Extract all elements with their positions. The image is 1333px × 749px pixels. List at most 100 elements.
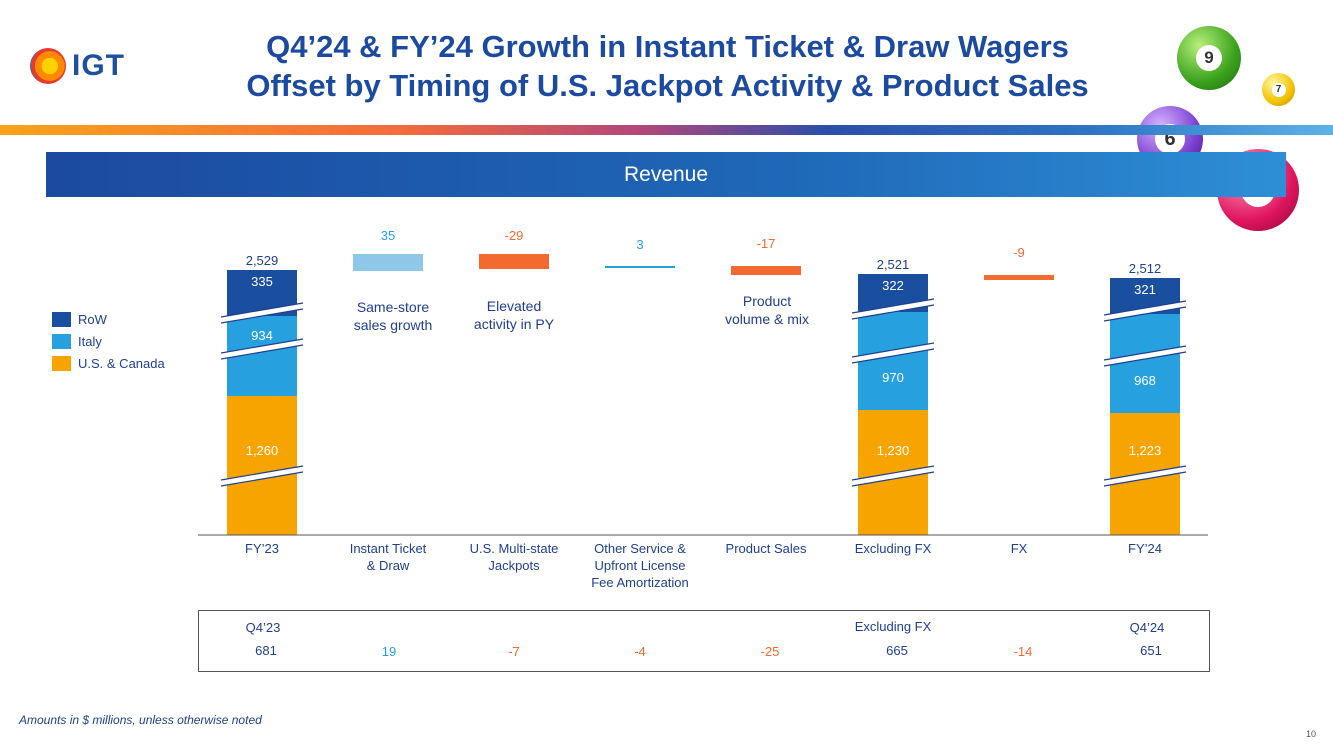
axis-break-base [852, 466, 934, 486]
table-value: -7 [508, 644, 520, 659]
annotation-line: Same-store [356, 299, 430, 315]
table-header: Q4’24 [1129, 620, 1165, 635]
x-tick-label: Instant Ticket [350, 541, 427, 556]
igt-logo-mark [30, 48, 66, 84]
x-tick-label: Fee Amortization [591, 575, 689, 590]
table-value: -25 [760, 644, 780, 659]
table-value: -14 [1013, 644, 1033, 659]
table-value: 19 [381, 644, 397, 659]
axis-break-italy-line [220, 338, 304, 354]
x-tick-label: Upfront License [594, 558, 685, 573]
axis-break-italy-line [851, 348, 935, 364]
header-divider-stripe [0, 125, 1333, 135]
axis-break-row-line [220, 308, 304, 324]
axis-break-row [221, 303, 303, 323]
total-label: 2,521 [877, 257, 910, 272]
axis-break-italy [852, 343, 934, 363]
footnote: Amounts in $ millions, unless otherwise … [19, 713, 262, 727]
x-tick-label: U.S. Multi-state [470, 541, 559, 556]
slide-title-line1: Q4’24 & FY’24 Growth in Instant Ticket &… [266, 29, 1069, 64]
table-value: -4 [634, 644, 646, 659]
lottery-ball-yellow: 7 [1262, 73, 1295, 106]
x-tick-label: FY’24 [1128, 541, 1162, 556]
axis-break-italy [221, 339, 303, 359]
axis-break-row-line [1103, 306, 1187, 322]
table-value: 651 [1140, 643, 1162, 658]
annotation-line: volume & mix [724, 311, 810, 327]
legend-label: RoW [78, 311, 107, 327]
delta-value-label: -29 [505, 228, 524, 243]
segment-label-us-canada: 1,223 [1129, 443, 1162, 458]
table-header: Excluding FX [854, 619, 932, 634]
axis-break-base-line [1103, 471, 1187, 487]
x-tick-label: FY’23 [245, 541, 279, 556]
legend-swatch [52, 355, 71, 371]
annotation-instant-ticket: Same-store sales growth [328, 298, 458, 334]
legend-swatch [52, 333, 71, 349]
annotation-line: Product [742, 293, 792, 309]
delta-bar [605, 266, 675, 268]
axis-break-row-line [851, 298, 935, 314]
annotation-line: Elevated [486, 298, 542, 314]
table-value: 681 [255, 643, 277, 658]
axis-break-italy-line [1103, 351, 1187, 367]
axis-break-italy-line [1103, 345, 1187, 361]
x-tick-label: Jackpots [488, 558, 540, 573]
x-tick-label: Product Sales [726, 541, 807, 556]
legend-item-row: RoW [52, 308, 165, 330]
axis-break-base-line [220, 471, 304, 487]
legend-item-italy: Italy [52, 330, 165, 352]
legend-item-us-canada: U.S. & Canada [52, 352, 165, 374]
segment-label-italy: 934 [251, 328, 273, 343]
delta-bar [731, 266, 801, 275]
segment-label-us-canada: 1,260 [246, 443, 279, 458]
logo-text: IGT [72, 49, 125, 82]
axis-break-base [1104, 466, 1186, 486]
delta-value-label: -17 [757, 236, 776, 251]
segment-label-row: 321 [1134, 282, 1156, 297]
segment-label-row: 322 [882, 278, 904, 293]
delta-value-label: 3 [636, 237, 643, 252]
axis-break-base-line [851, 471, 935, 487]
annotation-multistate: Elevated activity in PY [449, 297, 579, 333]
segment-label-italy: 968 [1134, 373, 1156, 388]
delta-value-label: 35 [381, 228, 395, 243]
page-number: 10 [1306, 729, 1317, 739]
axis-break-italy-line [220, 344, 304, 360]
delta-bar [984, 275, 1054, 280]
table-header: Q4’23 [245, 620, 281, 635]
axis-break-row-line [220, 302, 304, 318]
axis-break-italy [1104, 346, 1186, 366]
igt-logo: IGT [30, 48, 125, 84]
axis-break-italy-line [851, 342, 935, 358]
axis-break-base [221, 466, 303, 486]
segment-label-us-canada: 1,230 [877, 443, 910, 458]
legend-swatch [52, 311, 71, 327]
segment-label-row: 335 [251, 274, 273, 289]
total-label: 2,512 [1129, 261, 1162, 276]
axis-break-row-line [1103, 300, 1187, 316]
axis-break-row [852, 299, 934, 319]
axis-break-row-line [851, 304, 935, 320]
x-tick-label: Other Service & [594, 541, 686, 556]
delta-bar [479, 254, 549, 269]
table-value: 665 [886, 643, 908, 658]
axis-break-base-line [1103, 465, 1187, 481]
segment-label-italy: 970 [882, 370, 904, 385]
ball-number: 9 [1196, 45, 1222, 71]
ball-number: 7 [1271, 82, 1286, 97]
annotation-product-sales: Product volume & mix [702, 292, 832, 328]
x-tick-label: FX [1011, 541, 1028, 556]
x-tick-label: Excluding FX [855, 541, 932, 556]
axis-break-base-line [851, 465, 935, 481]
total-label: 2,529 [246, 253, 279, 268]
quarterly-table: Q4’23 Excluding FX Q4’24 681 19 -7 -4 -2… [198, 610, 1210, 672]
annotation-line: sales growth [353, 317, 433, 333]
axis-break-base-line [220, 465, 304, 481]
x-tick-label: & Draw [367, 558, 410, 573]
lottery-ball-green: 9 [1177, 26, 1241, 90]
slide-title-line2: Offset by Timing of U.S. Jackpot Activit… [246, 68, 1089, 103]
legend-label: U.S. & Canada [78, 355, 165, 371]
annotation-line: activity in PY [473, 316, 555, 332]
delta-value-label: -9 [1013, 245, 1025, 260]
